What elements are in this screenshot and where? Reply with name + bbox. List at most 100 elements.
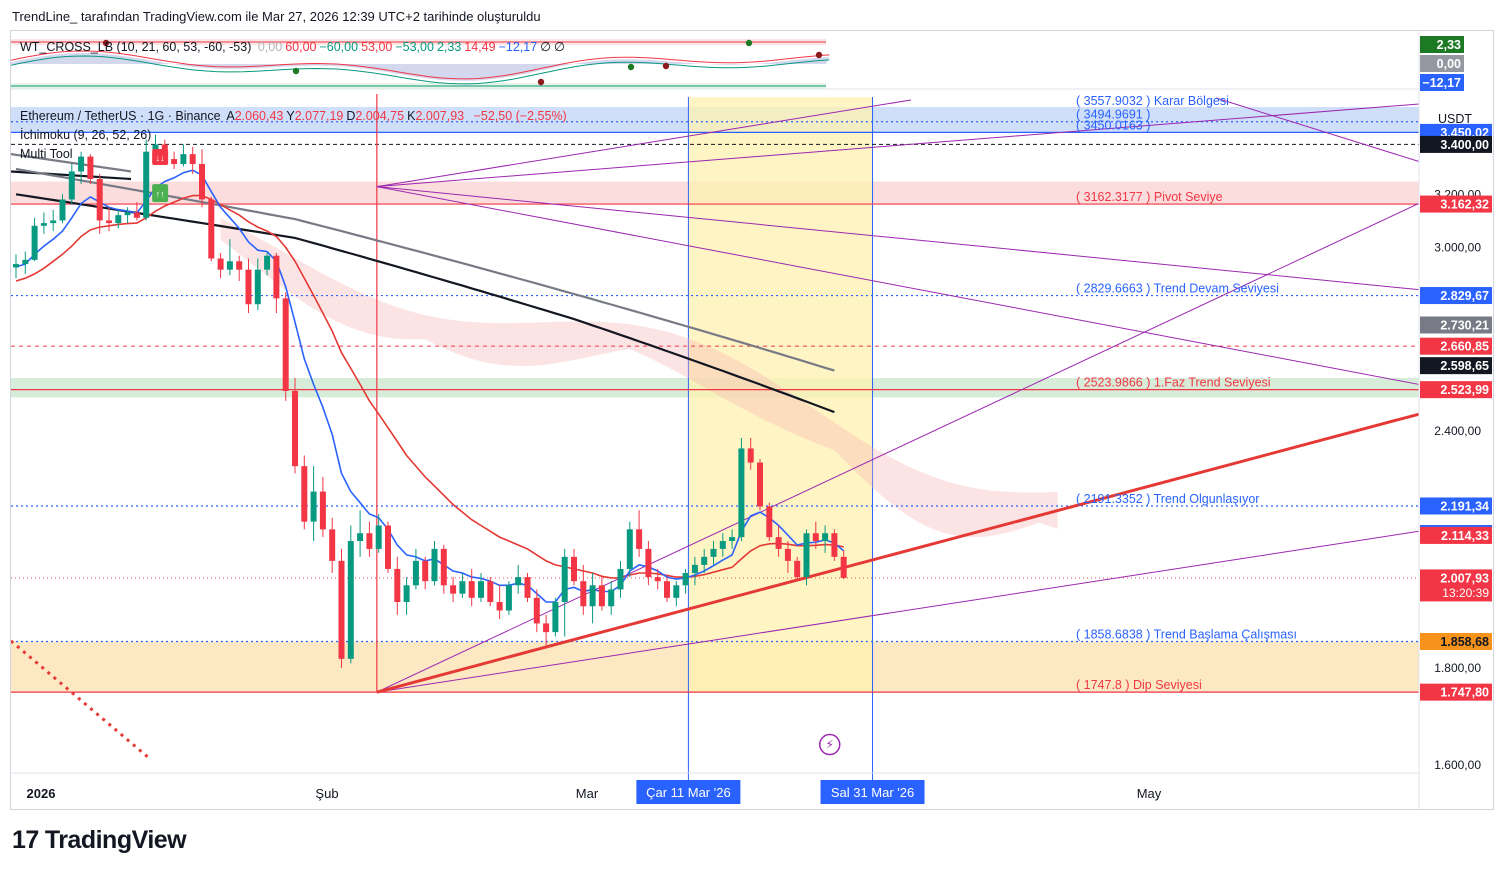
candle-body[interactable] — [664, 581, 670, 598]
candle-body[interactable] — [840, 556, 847, 578]
price-badge[interactable] — [1420, 337, 1492, 355]
trend-lines[interactable] — [11, 97, 1420, 761]
level-label[interactable]: ( 2523.9866 ) 1.Faz Trend Seviyesi — [1076, 376, 1271, 390]
candle-body[interactable] — [478, 581, 484, 598]
price-badge[interactable] — [1420, 381, 1492, 399]
candle-body[interactable] — [199, 164, 205, 200]
candle-body[interactable] — [412, 560, 419, 586]
candle-body[interactable] — [822, 533, 829, 542]
price-badge[interactable] — [1420, 135, 1492, 153]
candle-body[interactable] — [217, 258, 224, 270]
ma-line-black[interactable] — [15, 193, 835, 414]
candle-body[interactable] — [171, 159, 178, 165]
candle-body[interactable] — [812, 533, 819, 542]
candle-body[interactable] — [701, 556, 708, 565]
price-badge[interactable] — [1420, 569, 1492, 602]
candle-body[interactable] — [375, 525, 382, 549]
lightning-icon[interactable] — [819, 733, 841, 756]
level-label[interactable]: ( 1858.6838 ) Trend Başlama Çalışması — [1076, 628, 1297, 642]
candle-body[interactable] — [794, 560, 801, 578]
level-label[interactable]: ( 3450.0163 ) — [1076, 118, 1150, 132]
ema-slow-line[interactable] — [15, 194, 844, 579]
candle-body[interactable] — [608, 589, 615, 607]
candle-body[interactable] — [543, 623, 550, 633]
candle-body[interactable] — [710, 548, 717, 557]
indicator-multi-tool[interactable]: Multi Tool — [20, 147, 73, 161]
candle-body[interactable] — [264, 255, 271, 270]
price-badge[interactable] — [1420, 683, 1492, 701]
candle-body[interactable] — [552, 602, 559, 633]
buy-signal-icon[interactable] — [152, 184, 169, 203]
candle-body[interactable] — [803, 533, 810, 578]
candle-body[interactable] — [22, 259, 29, 265]
candle-body[interactable] — [329, 529, 336, 561]
candle-body[interactable] — [366, 533, 373, 549]
price-badge[interactable] — [1420, 526, 1492, 544]
candle-body[interactable] — [598, 585, 605, 607]
level-label[interactable]: ( 2829.6663 ) Trend Devam Seviyesi — [1076, 282, 1279, 296]
candle-body[interactable] — [468, 581, 475, 598]
price-badge[interactable] — [1420, 316, 1492, 334]
tradingview-logo[interactable]: 17 TradingView — [12, 826, 187, 854]
level-label[interactable]: ( 3494.9691 ) — [1076, 108, 1150, 122]
oscillator-legend[interactable]: WT_CROSS_LB (10, 21, 60, 53, -60, -53) 0… — [20, 39, 571, 54]
osc-badge[interactable] — [1420, 55, 1464, 72]
candle-body[interactable] — [245, 269, 252, 305]
candle-body[interactable] — [533, 597, 540, 624]
candle-body[interactable] — [143, 151, 150, 218]
candle-body[interactable] — [766, 506, 773, 538]
indicator-ichimoku[interactable]: İchimoku (9, 26, 52, 26) — [20, 128, 152, 142]
price-axis[interactable]: USDT3.200,003.000,002.400,001.800,001.60… — [1418, 31, 1493, 809]
candle-body[interactable] — [78, 156, 85, 172]
candle-body[interactable] — [394, 568, 401, 603]
candle-body[interactable] — [617, 568, 624, 590]
time-highlight-badge[interactable] — [820, 780, 925, 804]
candle-body[interactable] — [422, 560, 429, 582]
candle-body[interactable] — [580, 581, 587, 607]
candle-body[interactable] — [236, 261, 243, 270]
candle-body[interactable] — [515, 577, 522, 586]
candle-body[interactable] — [496, 602, 503, 611]
candle-body[interactable] — [31, 225, 38, 260]
candle-body[interactable] — [673, 585, 680, 598]
candle-body[interactable] — [357, 533, 364, 542]
price-badge[interactable] — [1420, 633, 1492, 651]
candle-body[interactable] — [561, 556, 568, 603]
chart-canvas[interactable]: ↓↓ ↑↑ ⚡ ( 3557.9032 ) Karar Bölgesi( 3494.9… — [11, 31, 1493, 809]
price-badge[interactable] — [1420, 357, 1492, 375]
candle-body[interactable] — [440, 548, 447, 586]
candle-body[interactable] — [747, 448, 754, 463]
price-badge[interactable] — [1420, 195, 1492, 213]
candle-body[interactable] — [487, 581, 494, 603]
level-label[interactable]: ( 2191.3352 ) Trend Olgunlaşıyor — [1076, 492, 1259, 506]
candle-body[interactable] — [50, 220, 57, 224]
time-highlight-badge[interactable] — [636, 780, 741, 804]
symbol-legend[interactable]: Ethereum / TetherUS · 1G · Binance A2.06… — [20, 109, 570, 123]
candle-body[interactable] — [226, 261, 233, 270]
candle-body[interactable] — [626, 529, 633, 569]
time-axis[interactable]: 2026 Şub Mar May Çar 11 Mar '26 Sal 31 Mar '2… — [11, 772, 1419, 804]
candle-body[interactable] — [571, 556, 577, 582]
candle-body[interactable] — [208, 199, 215, 259]
candle-body[interactable] — [505, 585, 512, 611]
candle-body[interactable] — [385, 525, 391, 569]
candle-body[interactable] — [301, 466, 308, 522]
osc-badge[interactable] — [1420, 36, 1464, 53]
sell-signal-icon[interactable] — [152, 149, 169, 165]
candle-body[interactable] — [68, 171, 75, 200]
candle-body[interactable] — [775, 537, 782, 549]
candle-body[interactable] — [59, 199, 66, 221]
candle-body[interactable] — [450, 585, 457, 594]
candle-body[interactable] — [403, 585, 410, 603]
candle-body[interactable] — [757, 462, 763, 507]
candle-body[interactable] — [738, 448, 745, 538]
candle-body[interactable] — [273, 255, 280, 299]
candle-body[interactable] — [338, 560, 345, 659]
level-label[interactable]: ( 3557.9032 ) Karar Bölgesi — [1076, 94, 1229, 108]
osc-badge[interactable] — [1420, 74, 1464, 91]
candle-body[interactable] — [654, 577, 661, 582]
candle-body[interactable] — [589, 585, 596, 607]
candle-body[interactable] — [96, 179, 103, 221]
candle-body[interactable] — [180, 154, 187, 165]
candle-body[interactable] — [682, 572, 689, 586]
